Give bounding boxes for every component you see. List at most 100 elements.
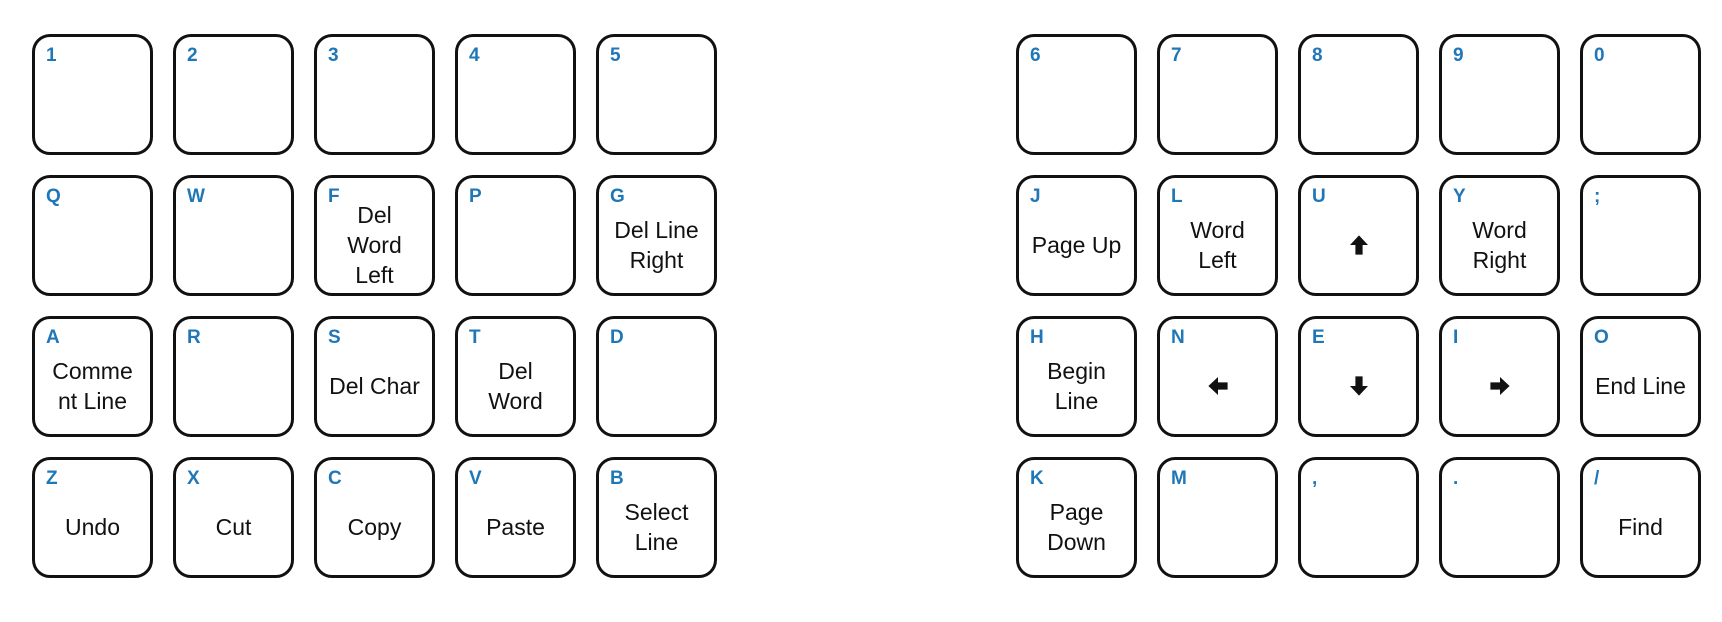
key-letter: , [1312,468,1318,489]
key-letter: D [610,327,624,348]
key-action-label: Word Left [1190,216,1245,273]
key-action-label: Del Word [488,357,543,414]
key-action-label: Page Down [1047,498,1106,555]
key-y[interactable]: Y Word Right [1439,175,1560,296]
key-letter: K [1030,468,1044,489]
key-h[interactable]: H Begin Line [1016,316,1137,437]
key-letter: 3 [328,45,339,66]
key-action-label: Cut [215,513,252,540]
key-letter: O [1594,327,1609,348]
key-action-label: Paste [486,513,545,540]
key-7[interactable]: 7 [1157,34,1278,155]
key-period[interactable]: . [1439,457,1560,578]
key-letter: L [1171,186,1183,207]
key-j[interactable]: J Page Up [1016,175,1137,296]
key-action-label: Del Word Left [347,201,402,288]
key-semicolon[interactable]: ; [1580,175,1701,296]
key-letter: Z [46,468,58,489]
key-3[interactable]: 3 [314,34,435,155]
arrow-right-icon [1442,341,1557,430]
key-s[interactable]: S Del Char [314,316,435,437]
key-letter: . [1453,468,1459,489]
key-p[interactable]: P [455,175,576,296]
key-v[interactable]: V Paste [455,457,576,578]
key-letter: 0 [1594,45,1605,66]
key-slash[interactable]: / Find [1580,457,1701,578]
key-action-label: Copy [347,513,402,540]
arrow-left-icon [1160,341,1275,430]
key-letter: V [469,468,482,489]
key-6[interactable]: 6 [1016,34,1137,155]
key-letter: G [610,186,625,207]
key-action-label: Del Line Right [614,216,699,273]
key-letter: U [1312,186,1326,207]
key-f[interactable]: F Del Word Left [314,175,435,296]
key-letter: E [1312,327,1325,348]
key-letter: P [469,186,482,207]
key-letter: W [187,186,205,207]
key-letter: 4 [469,45,480,66]
key-u[interactable]: U [1298,175,1419,296]
key-w[interactable]: W [173,175,294,296]
key-letter: F [328,186,340,207]
key-action-label: Select Line [624,498,689,555]
key-comma[interactable]: , [1298,457,1419,578]
key-letter: T [469,327,481,348]
key-m[interactable]: M [1157,457,1278,578]
key-letter: J [1030,186,1041,207]
key-x[interactable]: X Cut [173,457,294,578]
key-action-label: End Line [1595,372,1686,399]
key-2[interactable]: 2 [173,34,294,155]
key-b[interactable]: B Select Line [596,457,717,578]
key-g[interactable]: G Del Line Right [596,175,717,296]
key-e[interactable]: E [1298,316,1419,437]
key-0[interactable]: 0 [1580,34,1701,155]
key-letter: Y [1453,186,1466,207]
key-letter: I [1453,327,1459,348]
key-d[interactable]: D [596,316,717,437]
key-letter: Q [46,186,61,207]
key-action-label: Comme nt Line [52,357,133,414]
key-i[interactable]: I [1439,316,1560,437]
key-action-label: Word Right [1472,216,1527,273]
key-action-label: Begin Line [1047,357,1106,414]
key-r[interactable]: R [173,316,294,437]
arrow-down-icon [1301,341,1416,430]
key-n[interactable]: N [1157,316,1278,437]
key-action-label: Undo [65,513,120,540]
arrow-up-icon [1301,200,1416,289]
key-letter: 6 [1030,45,1041,66]
key-k[interactable]: K Page Down [1016,457,1137,578]
key-action-label: Del Char [329,372,420,399]
key-9[interactable]: 9 [1439,34,1560,155]
key-letter: / [1594,468,1600,489]
key-c[interactable]: C Copy [314,457,435,578]
key-letter: S [328,327,341,348]
key-letter: C [328,468,342,489]
key-4[interactable]: 4 [455,34,576,155]
key-letter: H [1030,327,1044,348]
key-l[interactable]: L Word Left [1157,175,1278,296]
key-letter: 9 [1453,45,1464,66]
left-keyboard-half: 1 2 3 4 5 Q W F Del Word Left P G Del Line Right A Co… [32,34,717,578]
key-letter: 8 [1312,45,1323,66]
key-action-label: Page Up [1031,231,1122,258]
key-o[interactable]: O End Line [1580,316,1701,437]
key-8[interactable]: 8 [1298,34,1419,155]
right-keyboard-half: 6 7 8 9 0 J Page Up L Word Left U Y Word Right; H Beg… [1016,34,1701,578]
key-q[interactable]: Q [32,175,153,296]
key-letter: B [610,468,624,489]
key-letter: ; [1594,186,1601,207]
key-letter: R [187,327,201,348]
key-letter: N [1171,327,1185,348]
key-a[interactable]: A Comme nt Line [32,316,153,437]
key-letter: M [1171,468,1187,489]
key-t[interactable]: T Del Word [455,316,576,437]
key-letter: 1 [46,45,57,66]
key-5[interactable]: 5 [596,34,717,155]
key-letter: 7 [1171,45,1182,66]
key-z[interactable]: Z Undo [32,457,153,578]
key-letter: 5 [610,45,621,66]
key-1[interactable]: 1 [32,34,153,155]
key-letter: A [46,327,60,348]
